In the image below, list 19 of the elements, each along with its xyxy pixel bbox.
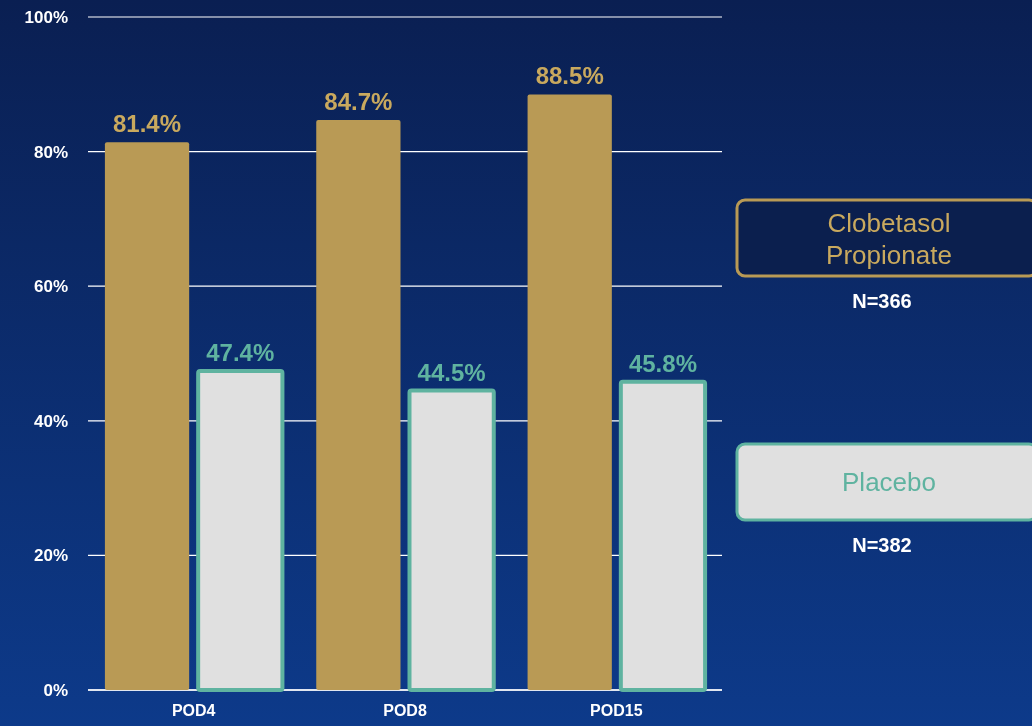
data-label: 45.8% <box>628 349 697 377</box>
x-tick-label: POD8 <box>383 702 427 719</box>
y-tick-label: 60% <box>33 277 68 297</box>
text: Clobetasol Propionate <box>826 208 952 271</box>
data-label: 88.5% <box>535 62 604 90</box>
text: N=382 <box>852 534 912 556</box>
data-label: 81.4% <box>113 110 182 138</box>
y-tick-label: 0% <box>43 680 68 700</box>
y-tick-label: 100% <box>24 7 68 27</box>
text: N=366 <box>852 290 912 312</box>
data-label: 44.5% <box>417 358 486 386</box>
data-label: 47.4% <box>206 339 275 366</box>
data-label: 84.7% <box>324 87 393 115</box>
x-tick-label: POD4 <box>171 702 216 719</box>
y-tick-label: 40% <box>33 411 68 431</box>
y-tick-label: 20% <box>33 546 68 566</box>
x-tick-label: POD15 <box>590 702 643 719</box>
y-tick-label: 80% <box>33 142 68 162</box>
text: Placebo <box>842 467 936 498</box>
